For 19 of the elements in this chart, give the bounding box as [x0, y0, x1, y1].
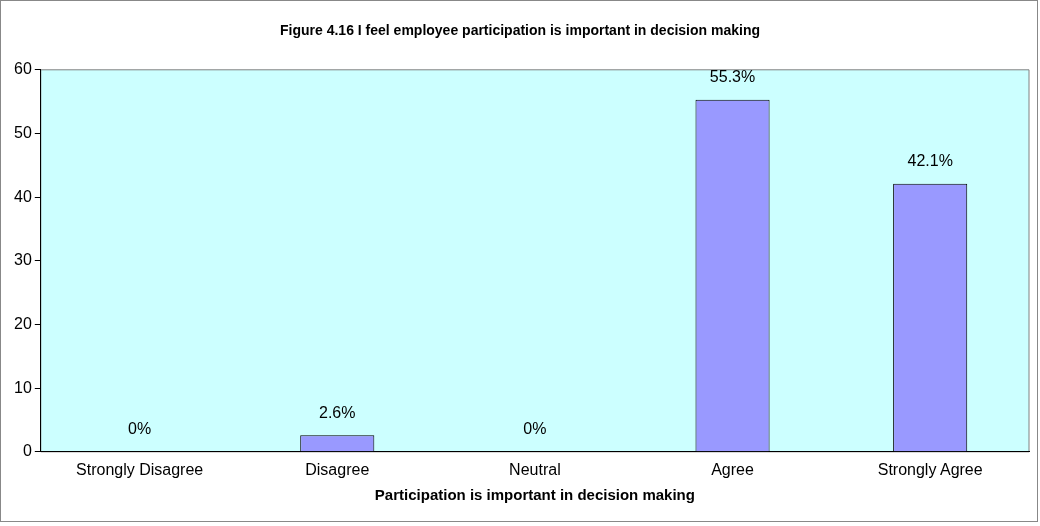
y-tick-label: 50 [14, 123, 32, 141]
y-tick-label: 10 [14, 378, 32, 396]
y-tick-label: 30 [14, 251, 32, 269]
x-tick-label: Disagree [305, 460, 370, 478]
x-axis-title: Participation is important in decision making [374, 486, 695, 504]
y-tick-label: 60 [14, 60, 32, 78]
data-label: 0% [523, 420, 547, 438]
x-tick-label: Agree [711, 460, 754, 478]
x-tick-label: Neutral [509, 460, 561, 478]
x-tick-label: Strongly Disagree [76, 460, 204, 478]
y-tick-label: 0 [22, 442, 32, 460]
x-tick-label: Strongly Agree [877, 460, 983, 478]
data-label: 42.1% [907, 152, 953, 170]
data-label: 2.6% [319, 403, 356, 421]
data-label: 55.3% [709, 68, 756, 86]
data-label: 0% [128, 420, 152, 438]
y-tick-label: 20 [14, 314, 32, 332]
y-tick-label: 40 [14, 187, 32, 205]
chart-title: Figure 4.16 I feel employee participation is important in decision making [279, 22, 761, 39]
